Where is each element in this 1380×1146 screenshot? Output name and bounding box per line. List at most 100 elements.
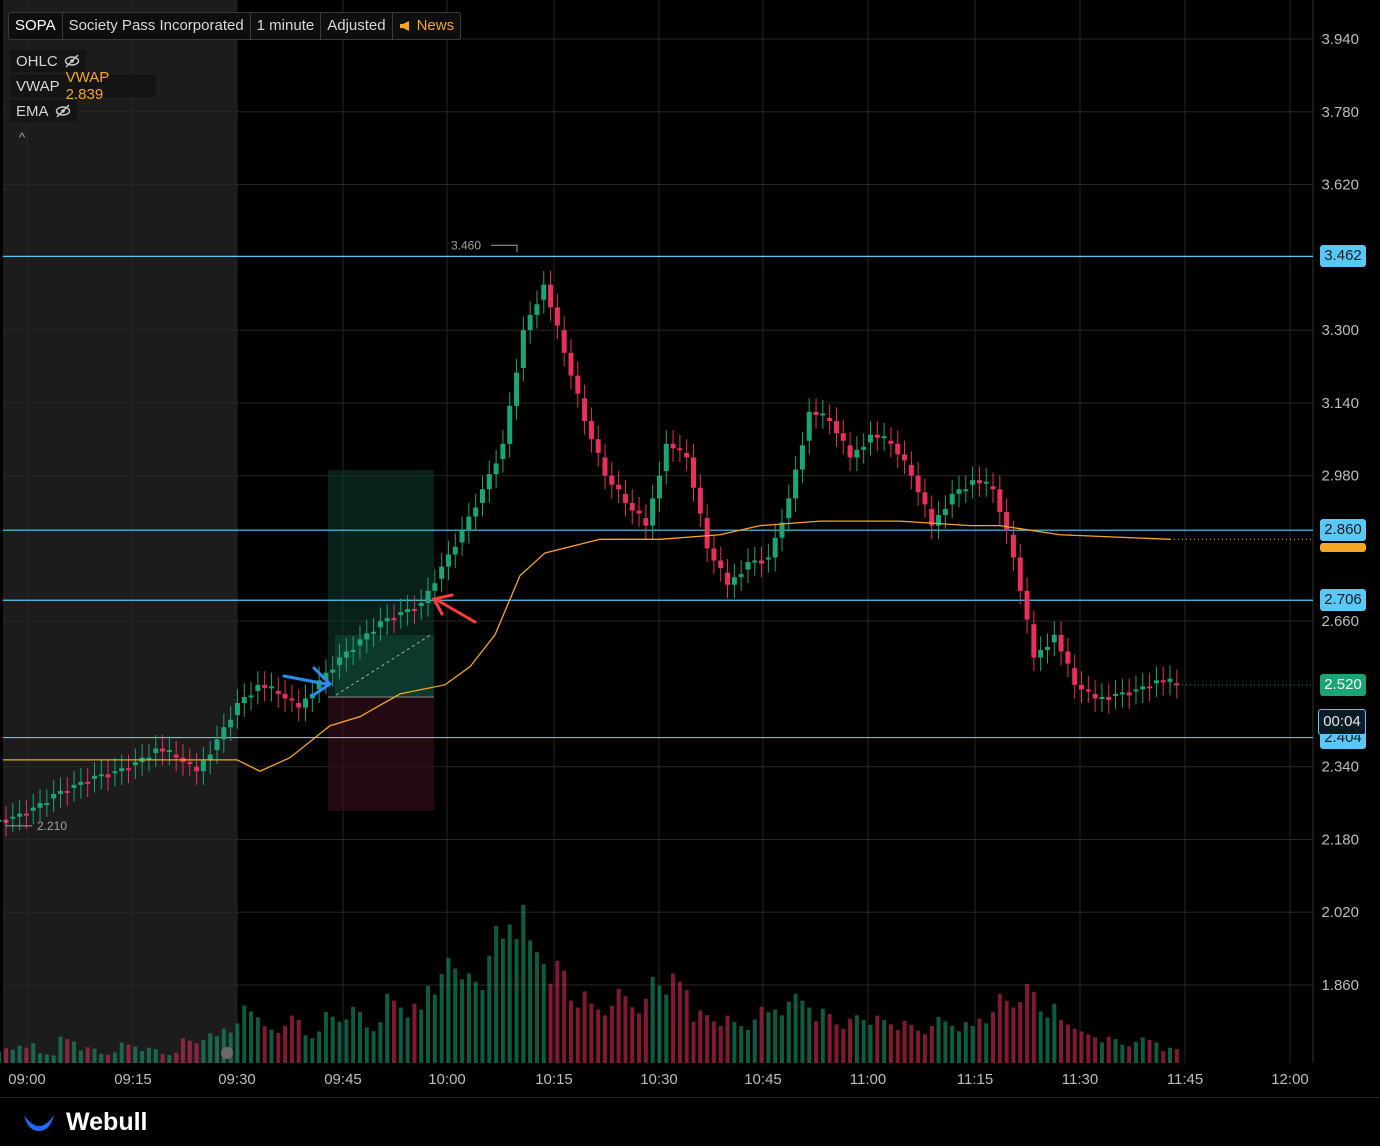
- volume-bar: [262, 1026, 267, 1063]
- volume-bar: [269, 1029, 274, 1063]
- volume-bar: [466, 973, 471, 1063]
- indicator-vwap[interactable]: VWAP VWAP 2.839: [10, 69, 156, 103]
- candle-body: [548, 284, 554, 308]
- indicator-ema[interactable]: EMA: [10, 100, 77, 122]
- candle-body: [507, 405, 513, 444]
- candle-body: [126, 768, 132, 771]
- volume-bar: [432, 994, 437, 1063]
- eye-off-icon[interactable]: [55, 104, 71, 118]
- volume-bar: [929, 1026, 934, 1063]
- candle-body: [881, 436, 887, 439]
- volume-bar: [228, 1032, 233, 1063]
- candle-body: [445, 554, 451, 567]
- candle-body: [1133, 689, 1139, 692]
- volume-bar: [1133, 1041, 1138, 1063]
- price-tick-label: 2.020: [1321, 904, 1359, 921]
- adjustment-selector[interactable]: Adjusted: [321, 13, 393, 39]
- candle-body: [398, 612, 404, 616]
- eye-off-icon[interactable]: [64, 54, 80, 68]
- volume-bar: [582, 991, 587, 1063]
- volume-bar: [1154, 1042, 1159, 1063]
- candle-body: [337, 657, 343, 666]
- volume-bar: [146, 1047, 151, 1063]
- candle-body: [432, 583, 438, 591]
- volume-bar: [0, 1051, 2, 1063]
- volume-bar: [1168, 1047, 1172, 1063]
- candle-body: [711, 548, 717, 561]
- collapse-indicators-button[interactable]: ^: [19, 130, 26, 145]
- candle-body: [1024, 590, 1030, 620]
- candle-body: [200, 760, 206, 772]
- volume-bar: [1086, 1034, 1091, 1063]
- volume-bar: [534, 952, 539, 1063]
- exit-arrow-icon: [431, 593, 477, 624]
- candle-body: [840, 433, 846, 441]
- interval-selector[interactable]: 1 minute: [251, 13, 322, 39]
- candle-body: [1017, 557, 1023, 591]
- volume-bar: [786, 1001, 791, 1063]
- volume-bar: [1011, 1007, 1016, 1063]
- volume-bar: [1161, 1051, 1166, 1063]
- candle-body: [330, 669, 336, 673]
- volume-bar: [705, 1015, 710, 1063]
- webull-logo[interactable]: Webull: [22, 1108, 147, 1137]
- candle-body: [418, 602, 424, 606]
- premarket-shading: [3, 0, 237, 1063]
- price-chart[interactable]: 09:00 09:15 09:30 09:45 10:00 10:15 10:30 10:45…: [0, 0, 1380, 1097]
- volume-bar: [970, 1026, 975, 1063]
- candle-body: [854, 449, 860, 458]
- volume-bar: [140, 1051, 145, 1063]
- volume-bar: [351, 1006, 356, 1063]
- candle-body: [942, 508, 948, 516]
- volume-bar: [276, 1032, 281, 1063]
- symbol-ticker[interactable]: SOPA: [9, 13, 63, 39]
- candle-body: [316, 680, 322, 690]
- volume-bar: [507, 924, 512, 1063]
- candle-body: [268, 686, 274, 689]
- volume-bar: [1140, 1037, 1145, 1063]
- volume-bar: [500, 938, 505, 1063]
- volume-bar: [72, 1041, 77, 1063]
- volume-bar: [514, 939, 519, 1063]
- candle-body: [221, 727, 227, 740]
- volume-bar: [1113, 1039, 1118, 1063]
- volume-bar: [283, 1025, 288, 1063]
- candle-body: [806, 411, 812, 441]
- candle-body: [936, 515, 942, 526]
- candle-body: [23, 813, 29, 816]
- volume-bar: [1065, 1024, 1070, 1063]
- candle-body: [160, 748, 166, 752]
- volume-bar: [303, 1035, 308, 1063]
- candle-body: [37, 803, 43, 808]
- candle-body: [357, 639, 363, 646]
- volume-bar: [378, 1022, 383, 1063]
- volume-bar: [31, 1043, 36, 1063]
- volume-bar: [820, 1008, 825, 1063]
- volume-bar: [882, 1019, 887, 1063]
- volume-bar: [725, 1015, 730, 1063]
- candle-body: [779, 522, 785, 538]
- volume-bar: [916, 1030, 921, 1063]
- news-label: News: [416, 17, 455, 34]
- news-button[interactable]: News: [393, 13, 461, 39]
- candle-body: [51, 793, 57, 799]
- candle-body: [731, 577, 737, 585]
- price-label-line-mid[interactable]: 2.706: [1320, 589, 1366, 611]
- candle-body: [922, 492, 928, 505]
- volume-bar: [221, 1028, 226, 1063]
- indicator-label: VWAP: [16, 77, 60, 95]
- vwap-price-marker: [1320, 543, 1366, 552]
- volume-bar: [357, 1012, 362, 1063]
- price-label-line-high[interactable]: 3.462: [1320, 245, 1366, 267]
- volume-bar: [194, 1043, 199, 1063]
- price-label-line-upper[interactable]: 2.860: [1320, 519, 1366, 541]
- candle-body: [1119, 692, 1125, 695]
- candle-body: [514, 372, 520, 406]
- indicator-ohlc[interactable]: OHLC: [10, 50, 86, 72]
- volume-bar: [1120, 1044, 1125, 1063]
- event-marker-icon[interactable]: [221, 1047, 233, 1059]
- price-tick-label: 1.860: [1321, 977, 1359, 994]
- candle-body: [847, 445, 853, 458]
- candle-body: [10, 816, 16, 819]
- candle-body: [479, 489, 485, 503]
